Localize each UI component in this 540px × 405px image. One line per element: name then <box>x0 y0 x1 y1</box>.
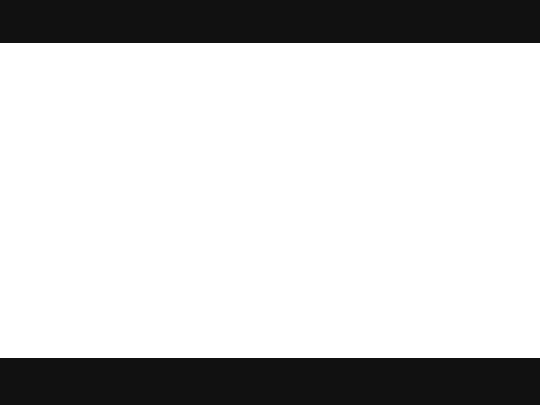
Text: mapping:  $\mathbf{z'} = f(\mathbf{z})$: mapping: $\mathbf{z'} = f(\mathbf{z})$ <box>122 178 287 201</box>
Text: Take a random variable  $\mathbf{z}$  with distribution  $q(\mathbf{z})$, apply: Take a random variable $\mathbf{z}$ with… <box>24 131 511 153</box>
Text: rule:: rule: <box>197 232 242 250</box>
Text: some: some <box>24 178 78 196</box>
Text: invertible: invertible <box>60 178 155 196</box>
Text: change of variables: change of variables <box>85 232 278 250</box>
Text: $q(\mathbf{z'}) = q(\mathbf{z})\left|\,\mathrm{det}\,\dfrac{\partial f^{-1}}{\pa: $q(\mathbf{z'}) = q(\mathbf{z})\left|\,\… <box>38 295 427 341</box>
Text: Normalizing flows: Normalizing flows <box>24 62 291 87</box>
Text: 25: 25 <box>499 328 518 343</box>
Text: Recall the: Recall the <box>24 232 116 250</box>
